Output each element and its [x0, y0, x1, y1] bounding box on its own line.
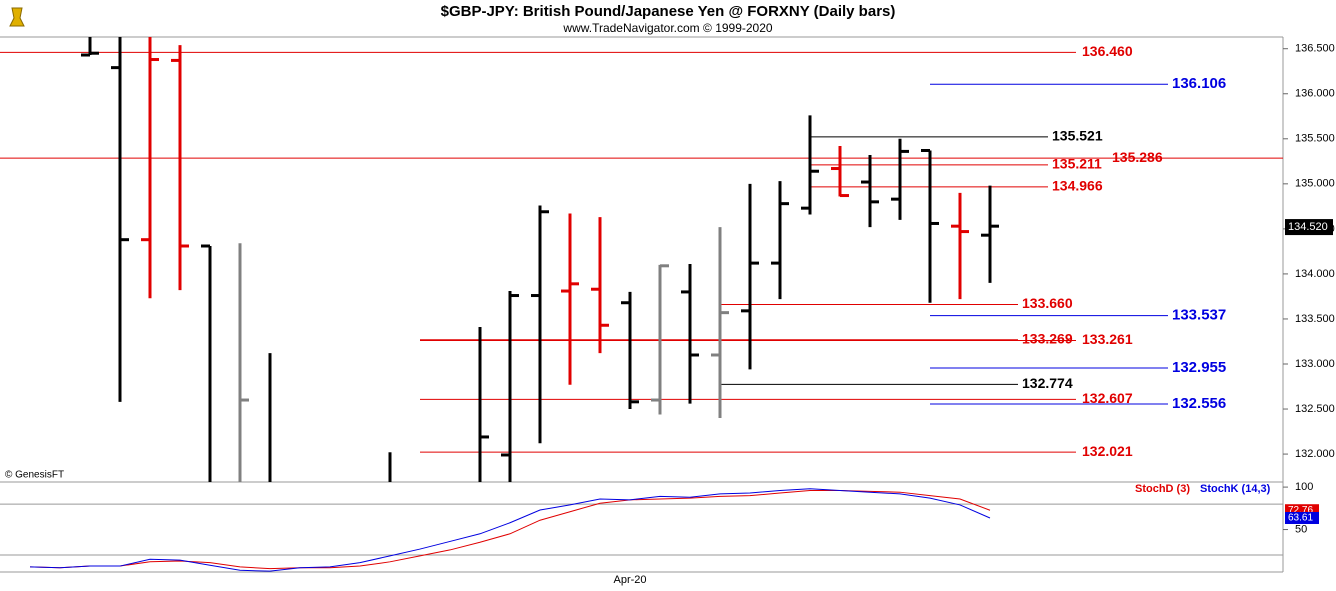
level-label: 132.556: [1172, 395, 1226, 412]
last-price-box: [1285, 219, 1333, 236]
y-tick-label: 134.000: [1295, 268, 1335, 280]
y-tick-label: 135.000: [1295, 178, 1335, 190]
logo: [9, 7, 25, 27]
y-tick-label: 136.500: [1295, 43, 1335, 55]
level-label: 135.286: [1112, 149, 1163, 165]
x-tick-label: Apr-20: [613, 574, 646, 586]
footnote: © GenesisFT: [5, 470, 64, 481]
y-tick-label: 136.000: [1295, 88, 1335, 100]
y-tick-label: 50: [1295, 523, 1307, 535]
y-tick-label: 132.000: [1295, 448, 1335, 460]
stoch-line: [29, 488, 991, 572]
last-value-label: 63.61: [1288, 513, 1313, 524]
legend-entry: StochK (14,3): [1200, 483, 1271, 495]
stochastic-panel: [0, 488, 1283, 572]
level-label: 135.521: [1052, 128, 1103, 144]
y-tick-label: 132.500: [1295, 403, 1335, 415]
price-panel: [0, 37, 1283, 482]
legend-entry: StochD (3): [1135, 483, 1190, 495]
last-price-label: 134.520: [1288, 221, 1328, 233]
last-value-label: 72.76: [1288, 505, 1313, 516]
level-label: 132.607: [1082, 390, 1133, 406]
chart-title: $GBP-JPY: British Pound/Japanese Yen @ F…: [441, 3, 896, 20]
level-label: 132.021: [1082, 443, 1133, 459]
chart-subtitle: www.TradeNavigator.com © 1999-2020: [562, 21, 772, 35]
y-tick-label: 135.500: [1295, 133, 1335, 145]
y-tick-label: 100: [1295, 481, 1313, 493]
last-value-box: [1285, 511, 1319, 524]
level-label: 133.261: [1082, 331, 1133, 347]
level-label: 135.211: [1052, 156, 1102, 172]
level-label: 133.269: [1022, 330, 1073, 346]
level-label: 136.106: [1172, 75, 1226, 92]
level-label: 132.955: [1172, 359, 1226, 376]
level-label: 136.460: [1082, 43, 1133, 59]
level-label: 133.537: [1172, 307, 1226, 324]
y-tick-label: 133.000: [1295, 358, 1335, 370]
level-label: 133.660: [1022, 295, 1073, 311]
level-label: 134.966: [1052, 178, 1103, 194]
y-tick-label: 133.500: [1295, 313, 1335, 325]
level-label: 132.774: [1022, 375, 1073, 391]
